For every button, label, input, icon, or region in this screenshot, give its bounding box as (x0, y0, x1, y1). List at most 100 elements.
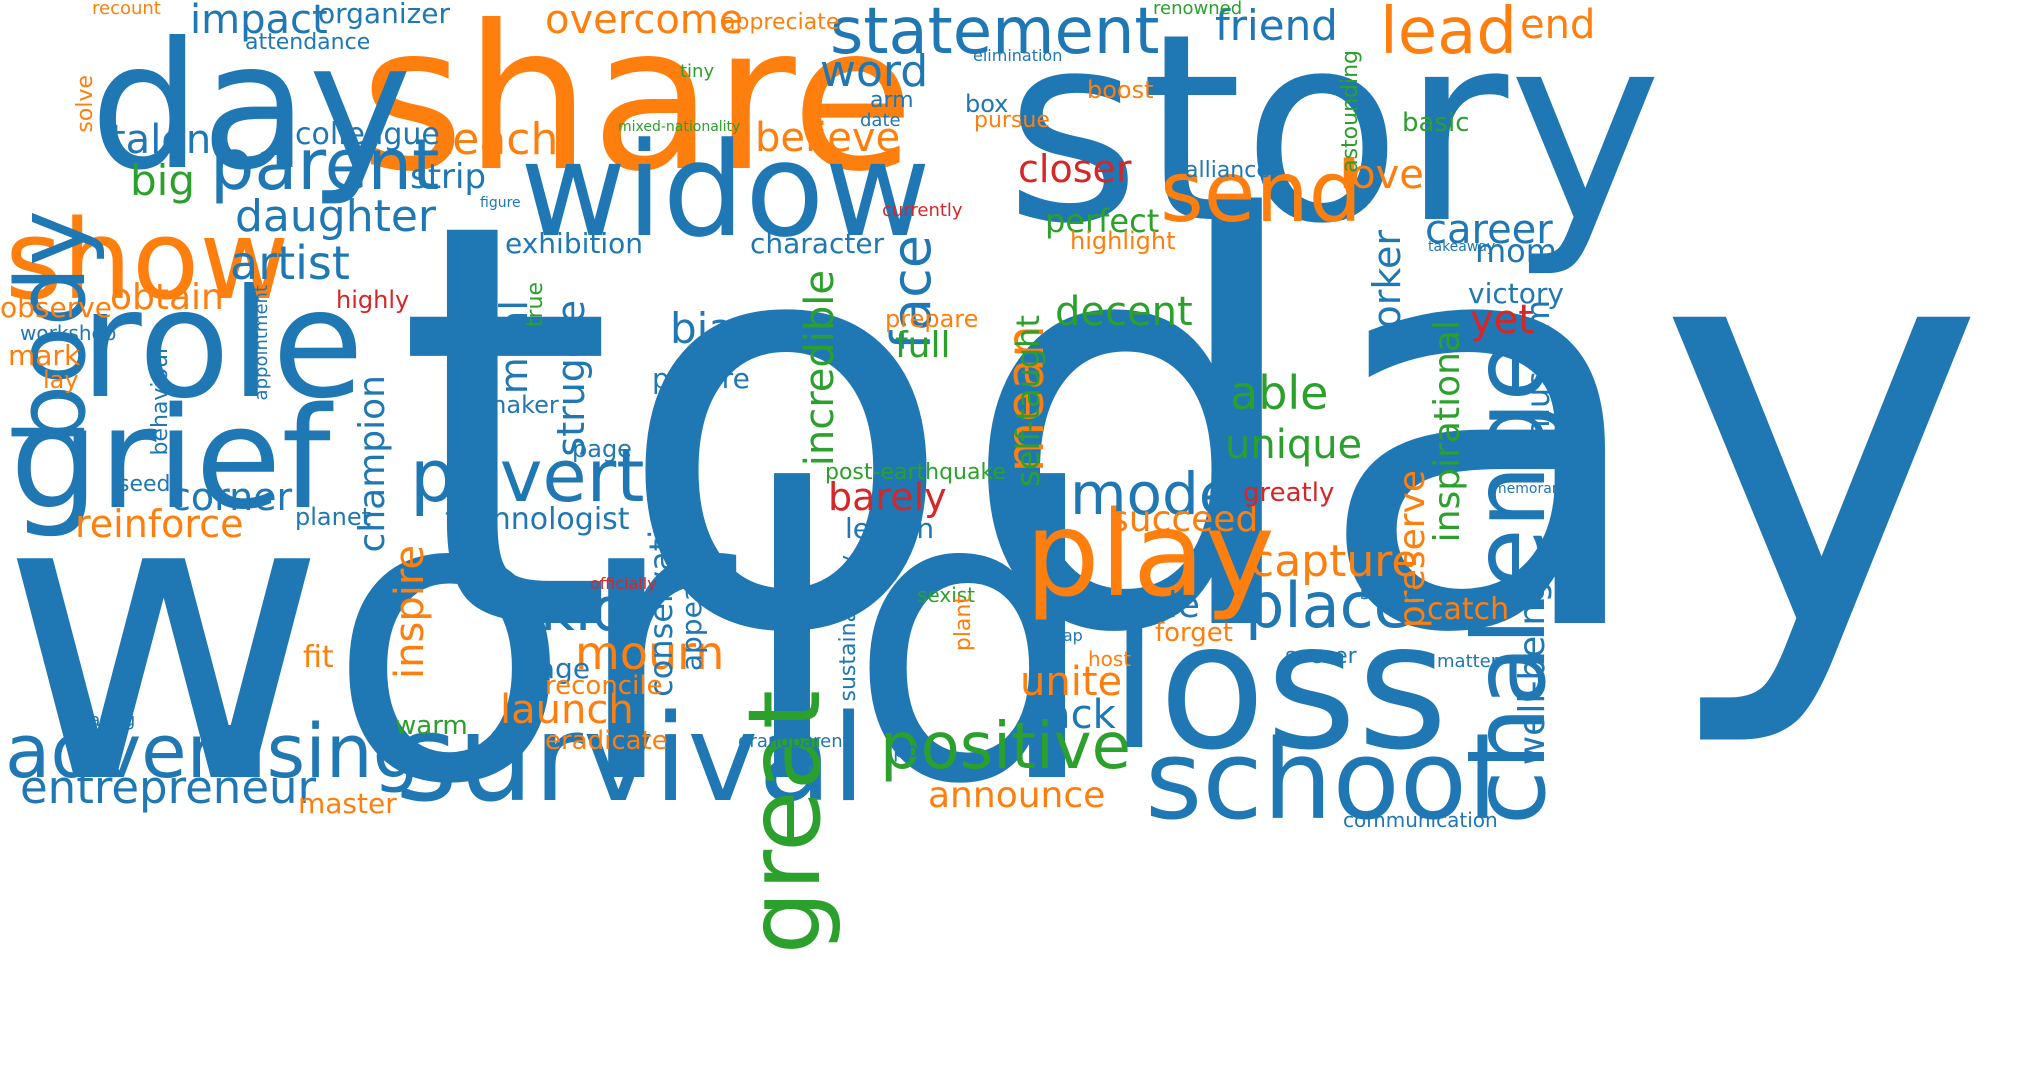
word-yet: yet (1470, 297, 1534, 343)
word-great: great (726, 690, 843, 955)
word-announce: announce (928, 775, 1106, 816)
word-barely: barely (828, 475, 947, 519)
word-friend: friend (1215, 1, 1338, 50)
word-lack: lack (1035, 692, 1116, 738)
word-victory: victory (1468, 277, 1564, 310)
word-lay: lay (43, 366, 79, 394)
word-communication: communication (1343, 808, 1498, 832)
word-obtain: obtain (110, 277, 224, 318)
word-teach: teach (435, 114, 559, 165)
word-able: able (1230, 366, 1329, 420)
word-career: career (1425, 207, 1553, 253)
word-self-taught: self-taught (1009, 315, 1047, 487)
word-model: model (1070, 460, 1251, 528)
word-page: page (572, 435, 632, 463)
word-sexist: sexist (917, 583, 976, 607)
word-soccer: soccer (1285, 644, 1357, 669)
word-true: true (523, 282, 548, 328)
word-rating: rating (82, 710, 136, 731)
word-officially: officially (590, 574, 657, 593)
word-matter: matter (1437, 651, 1499, 672)
word-well-being: well-being (1512, 580, 1553, 766)
word-unique: unique (1225, 422, 1363, 468)
word-astounding: astounding (1338, 50, 1363, 173)
word-organizer: organizer (318, 0, 451, 30)
word-currently: currently (882, 200, 963, 221)
word-prepare: prepare (885, 305, 979, 333)
word-catch: catch (1427, 592, 1510, 627)
word-overcome: overcome (545, 0, 744, 43)
word-maker: maker (483, 391, 559, 419)
word-mourn: mourn (575, 626, 725, 680)
word-arm: arm (870, 88, 914, 113)
word-talent: talent (110, 117, 227, 163)
word-mixed-nationality: mixed-nationality (618, 119, 741, 135)
word-planet: planet (295, 503, 371, 531)
word-renowned: renowned (1153, 0, 1243, 19)
word-impact: impact (190, 0, 328, 43)
word-grandparent: grandparent (738, 731, 850, 752)
word-place: place (1245, 569, 1412, 642)
word-appointment: appointment (251, 285, 272, 401)
word-alliance: alliance (1185, 158, 1270, 183)
word-send: send (1160, 143, 1363, 241)
word-seed: seed (118, 472, 171, 497)
word-appearance: appearance (675, 505, 708, 672)
word-mom: mom (1475, 232, 1557, 270)
word-word: word (820, 46, 929, 97)
word-pursue: pursue (974, 108, 1050, 133)
word-colleague: colleague (295, 117, 440, 152)
word-observe: observe (0, 291, 113, 324)
word-perfect: perfect (1045, 202, 1160, 240)
word-today: today (395, 104, 1988, 756)
word-forget: forget (1155, 618, 1233, 648)
word-share: share (360, 0, 915, 216)
word-launch: launch (500, 687, 634, 733)
word-tiny: tiny (680, 61, 715, 82)
word-takeaway: takeaway (1428, 239, 1496, 255)
word-show: show (5, 196, 290, 324)
word-incredible: incredible (797, 270, 843, 467)
word-positive: positive (880, 710, 1132, 784)
word-inspire: inspire (387, 545, 433, 679)
word-lesson: lesson (845, 512, 935, 545)
word-kid: kid (540, 575, 630, 645)
word-story: story (1005, 0, 1663, 281)
word-unite: unite (1020, 659, 1123, 705)
word-attendance: attendance (245, 30, 371, 55)
word-artist: artist (230, 236, 350, 290)
word-capture: capture (1250, 536, 1419, 587)
word-entrepreneur: entrepreneur (20, 761, 317, 814)
word-decent: decent (1055, 289, 1193, 335)
word-solve: solve (73, 75, 98, 133)
word-technologist: technologist (445, 502, 630, 537)
word-behaviour: behaviour (148, 345, 173, 456)
word-believe: believe (755, 115, 901, 161)
word-big: big (130, 156, 195, 205)
word-role: role (80, 258, 365, 432)
word-warm: warm (395, 711, 468, 741)
word-memorandum: memorandum (1493, 481, 1593, 497)
word-plant: plant (951, 595, 976, 652)
word-basic: basic (1402, 108, 1470, 138)
word-play: play (1025, 485, 1275, 623)
word-recount: recount (92, 0, 161, 19)
word-love: love (1340, 152, 1424, 198)
word-museum: museum (1519, 300, 1557, 440)
word-corner: corner (170, 475, 293, 519)
word-succeed: succeed (1110, 499, 1259, 540)
word-worker: worker (1365, 230, 1409, 360)
word-highlight: highlight (1070, 227, 1176, 255)
word-exhibition: exhibition (505, 227, 644, 260)
word-eradicate: eradicate (545, 726, 668, 756)
word-boost: boost (1087, 76, 1154, 104)
word-closer: closer (1018, 147, 1132, 191)
word-box: box (965, 90, 1009, 118)
word-mitigation: mitigation (1222, 230, 1257, 383)
word-fit: fit (303, 640, 334, 675)
word-conservation: conservation (642, 490, 680, 697)
word-end: end (1520, 2, 1596, 48)
word-workshop: workshop (20, 321, 117, 345)
word-mark: mark (8, 339, 81, 372)
